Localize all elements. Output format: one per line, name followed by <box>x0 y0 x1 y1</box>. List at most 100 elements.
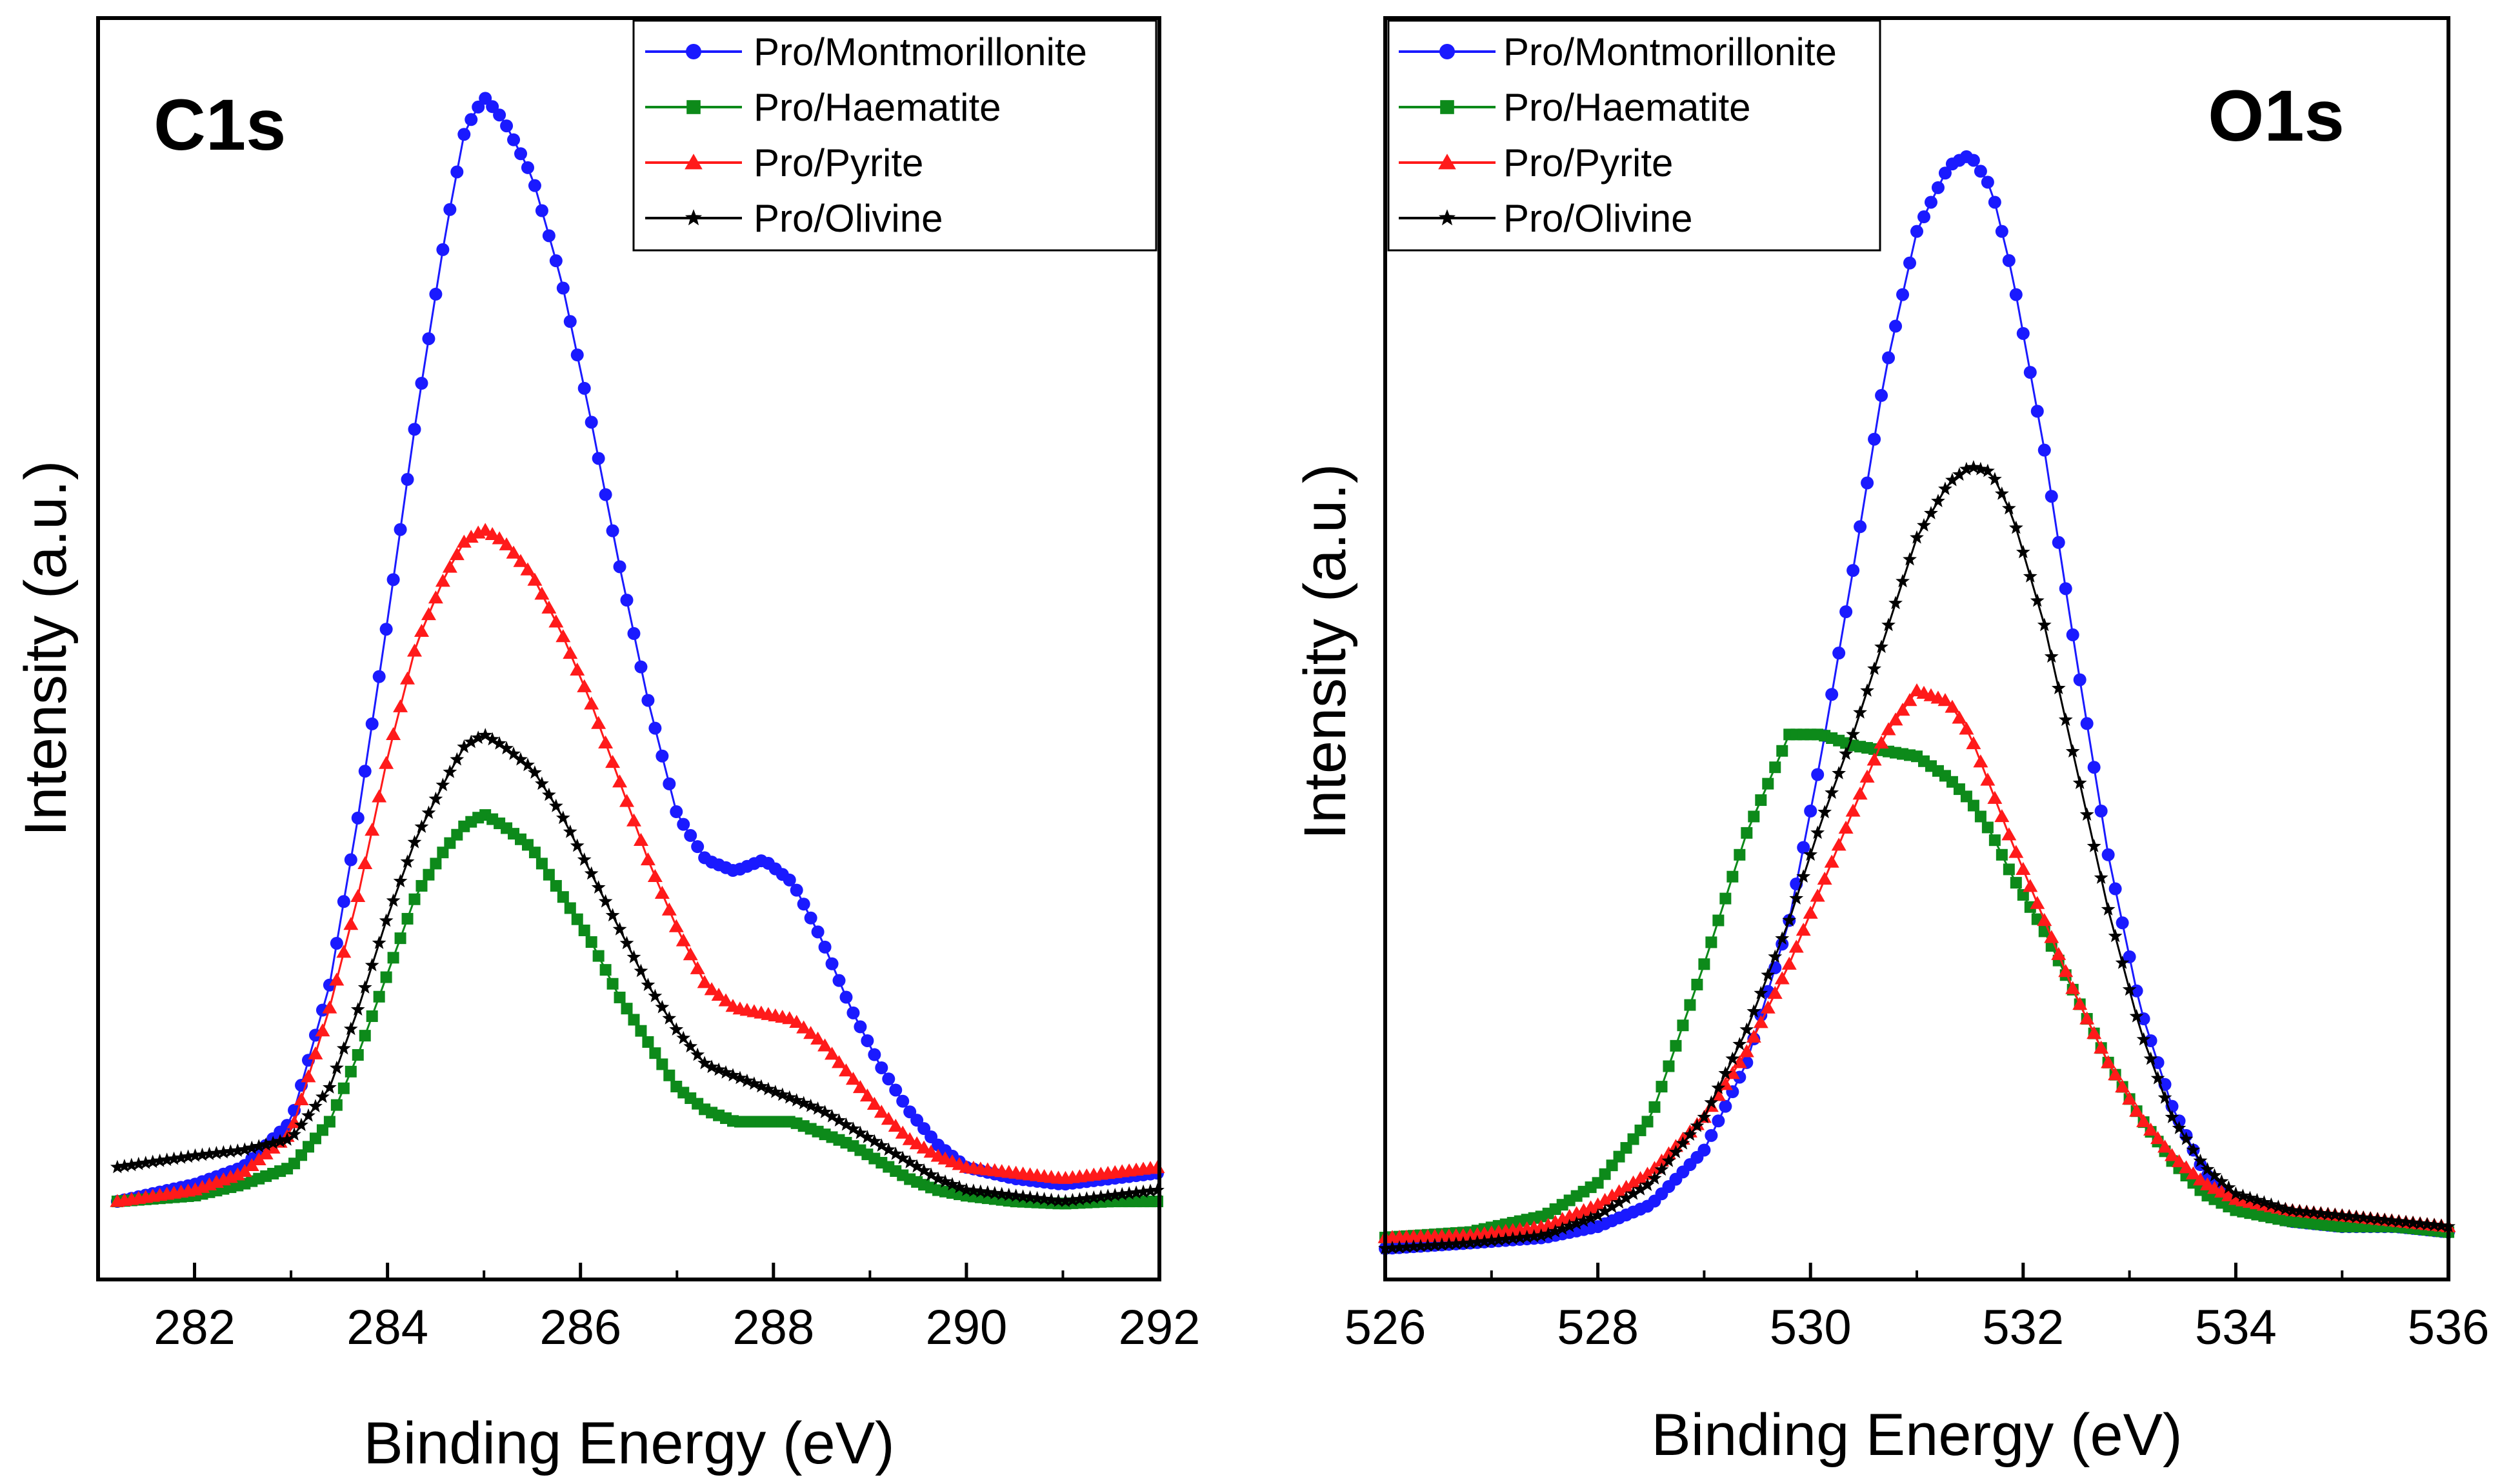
o1s-point-pro-olivine <box>2136 1032 2151 1046</box>
o1s-point-pro-montmorillonite <box>1811 768 1825 781</box>
c1s-point-pro-olivine <box>676 1030 691 1045</box>
c1s-point-pro-haematite <box>408 893 421 905</box>
c1s-point-pro-pyrite <box>485 526 500 540</box>
c1s-point-pro-montmorillonite <box>663 777 676 790</box>
c1s-point-pro-pyrite <box>265 1140 281 1154</box>
o1s-point-pro-pyrite <box>1725 1066 1740 1079</box>
c1s-point-pro-haematite <box>345 1065 357 1078</box>
c1s-point-pro-olivine <box>287 1127 301 1141</box>
o1s-point-pro-pyrite <box>2087 1026 2102 1039</box>
c1s-point-pro-olivine <box>548 798 563 812</box>
c1s-plot-frame <box>96 16 1161 1281</box>
c1s-point-pro-montmorillonite <box>507 133 521 146</box>
o1s-x-tick-label: 530 <box>1770 1300 1852 1355</box>
c1s-point-pro-montmorillonite <box>394 523 407 536</box>
o1s-point-pro-pyrite <box>1881 722 1896 736</box>
o1s-point-pro-olivine <box>2044 649 2059 663</box>
c1s-legend-label: Pro/Olivine <box>754 197 943 240</box>
c1s-point-pro-olivine <box>166 1151 181 1165</box>
c1s-point-pro-montmorillonite <box>790 883 803 897</box>
c1s-point-pro-pyrite <box>711 987 726 1001</box>
c1s-point-pro-montmorillonite <box>613 560 626 574</box>
c1s-point-pro-pyrite <box>888 1118 903 1132</box>
c1s-point-pro-olivine <box>669 1022 684 1036</box>
c1s-point-pro-montmorillonite <box>811 925 825 939</box>
c1s-point-pro-montmorillonite <box>415 376 428 390</box>
o1s-point-pro-olivine <box>2321 1207 2336 1221</box>
c1s-point-pro-olivine <box>245 1140 259 1154</box>
o1s-point-pro-pyrite <box>1966 736 1981 750</box>
o1s-point-pro-pyrite <box>2185 1166 2201 1179</box>
c1s-point-pro-pyrite <box>499 537 514 550</box>
c1s-point-pro-olivine <box>775 1087 790 1101</box>
o1s-point-pro-haematite <box>1960 790 1972 803</box>
o1s-point-pro-haematite <box>1712 914 1725 927</box>
c1s-point-pro-olivine <box>471 730 486 744</box>
o1s-legend-items: Pro/Montmorillonite Pro/Haematite Pro/Pyri… <box>1399 30 1837 240</box>
c1s-point-pro-pyrite <box>336 945 352 958</box>
c1s-point-pro-haematite <box>373 990 385 1003</box>
o1s-point-pro-pyrite <box>2079 1011 2095 1025</box>
c1s-point-pro-haematite <box>359 1030 371 1042</box>
c1s-point-pro-montmorillonite <box>465 113 478 126</box>
o1s-point-pro-olivine <box>2207 1168 2222 1182</box>
o1s-point-pro-pyrite <box>1824 854 1839 868</box>
o1s-point-pro-olivine <box>2377 1212 2392 1227</box>
c1s-point-pro-olivine <box>740 1073 754 1087</box>
o1s-point-pro-olivine <box>1484 1233 1499 1247</box>
o1s-point-pro-olivine <box>2243 1190 2257 1205</box>
c1s-point-pro-haematite <box>592 950 605 962</box>
c1s-point-pro-olivine <box>612 921 627 936</box>
c1s-point-pro-montmorillonite <box>832 974 846 987</box>
c1s-point-pro-montmorillonite <box>386 573 400 587</box>
o1s-point-pro-pyrite <box>2037 913 2052 927</box>
o1s-point-pro-montmorillonite <box>1804 805 1817 817</box>
o1s-point-pro-haematite <box>1691 978 1703 990</box>
o1s-point-pro-pyrite <box>2016 861 2031 876</box>
c1s-point-pro-pyrite <box>605 755 621 768</box>
c1s-point-pro-olivine <box>726 1068 740 1081</box>
c1s-point-pro-pyrite <box>661 902 677 916</box>
o1s-point-pro-olivine <box>1896 574 1910 588</box>
c1s-point-pro-olivine <box>853 1125 868 1139</box>
c1s-point-pro-olivine <box>1065 1192 1080 1207</box>
o1s-point-pro-olivine <box>1647 1171 1662 1185</box>
o1s-point-pro-montmorillonite <box>2030 405 2044 418</box>
c1s-legend-item-pro-haematite: Pro/Haematite <box>645 86 1001 129</box>
o1s-point-pro-olivine <box>1853 705 1867 719</box>
c1s-point-pro-pyrite <box>704 982 719 996</box>
o1s-point-pro-pyrite <box>1746 1029 1761 1043</box>
c1s-x-ticks: 282 284 286 288 290 292 <box>97 1263 1200 1355</box>
o1s-point-pro-pyrite <box>2136 1114 2152 1127</box>
o1s-point-pro-olivine <box>1860 683 1874 697</box>
c1s-point-pro-olivine <box>181 1149 195 1163</box>
o1s-point-pro-pyrite <box>2157 1139 2173 1153</box>
c1s-point-pro-pyrite <box>308 1046 323 1059</box>
o1s-point-pro-olivine <box>2051 681 2066 695</box>
o1s-point-pro-pyrite <box>1852 787 1868 800</box>
c1s-point-pro-pyrite <box>640 852 656 866</box>
c1s-point-pro-pyrite <box>365 823 380 836</box>
o1s-point-pro-olivine <box>1421 1238 1435 1252</box>
c1s-point-pro-olivine <box>443 765 457 778</box>
o1s-legend-item-pro-haematite: Pro/Haematite <box>1399 86 1751 129</box>
o1s-point-pro-olivine <box>1534 1228 1548 1242</box>
c1s-point-pro-haematite <box>599 964 612 976</box>
c1s-point-pro-pyrite <box>294 1092 309 1106</box>
o1s-point-pro-olivine <box>2016 545 2030 559</box>
o1s-point-pro-olivine <box>1626 1186 1641 1200</box>
c1s-point-pro-olivine <box>124 1158 139 1172</box>
c1s-point-pro-olivine <box>810 1101 825 1115</box>
c1s-point-pro-montmorillonite <box>542 229 555 243</box>
c1s-point-pro-olivine <box>846 1121 861 1135</box>
c1s-point-pro-pyrite <box>577 679 592 692</box>
o1s-point-pro-olivine <box>2065 744 2080 757</box>
o1s-point-pro-olivine <box>2314 1206 2328 1220</box>
c1s-point-pro-olivine <box>138 1156 153 1169</box>
c1s-point-pro-olivine <box>959 1182 974 1196</box>
c1s-point-pro-olivine <box>273 1134 288 1148</box>
o1s-point-pro-olivine <box>1661 1153 1676 1167</box>
c1s-point-pro-montmorillonite <box>450 165 464 179</box>
o1s-point-pro-olivine <box>1569 1216 1584 1230</box>
c1s-point-pro-olivine <box>938 1174 952 1188</box>
